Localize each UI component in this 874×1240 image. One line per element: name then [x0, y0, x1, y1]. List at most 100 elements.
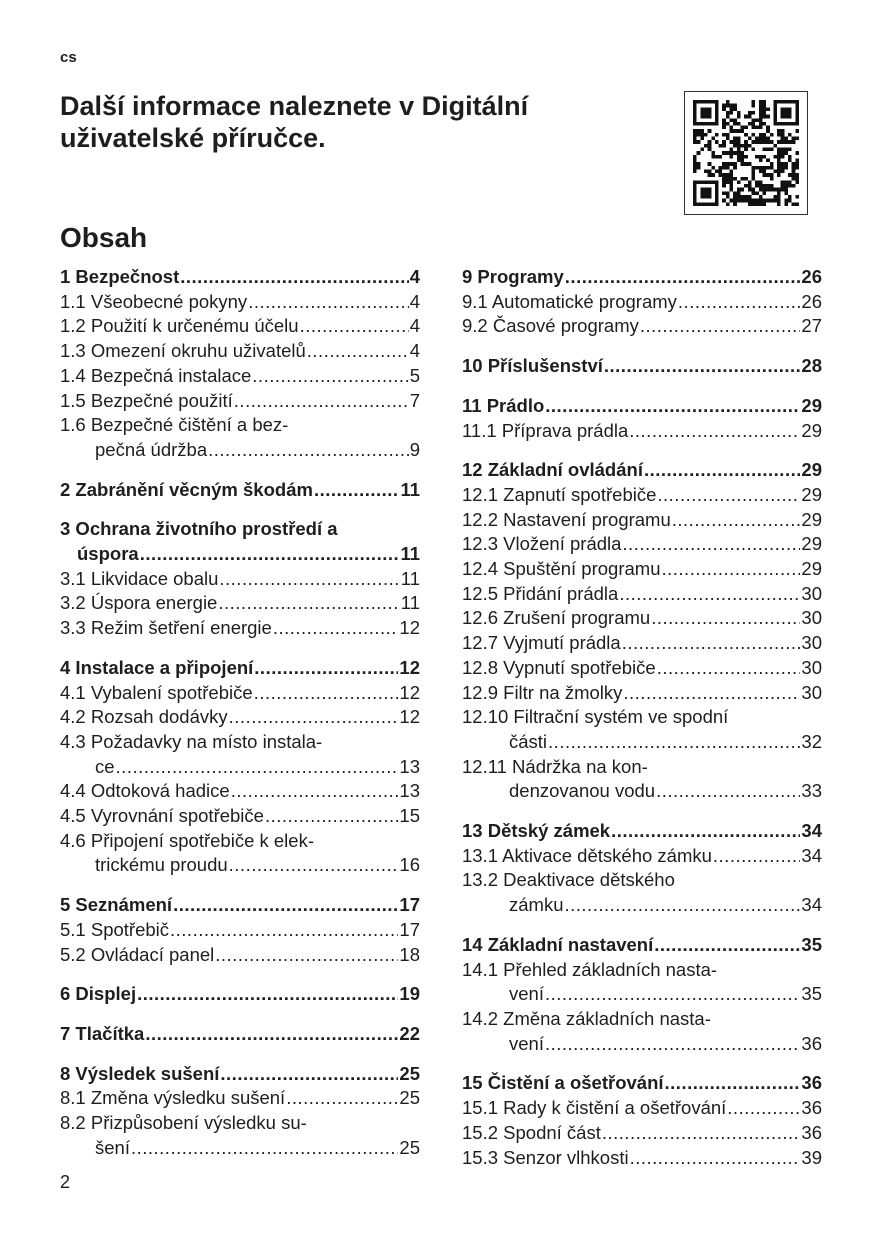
toc-entry[interactable]: 12.6 Zrušení programu 30: [462, 606, 822, 631]
toc-entry[interactable]: 12.9 Filtr na žmolky 30: [462, 681, 822, 706]
toc-entry[interactable]: 12.8 Vypnutí spotřebiče 30: [462, 656, 822, 681]
toc-entry-title: 12.9 Filtr na žmolky: [462, 681, 623, 703]
toc-page-number: 15: [399, 805, 420, 827]
toc-entry[interactable]: 9.1 Automatické programy 26: [462, 290, 822, 315]
toc-page-number: 27: [801, 315, 822, 337]
toc-entry[interactable]: 1.4 Bezpečná instalace 5: [60, 364, 420, 389]
toc-entry[interactable]: 12.11 Nádržka na kon-denzovanou vodu 33: [462, 755, 822, 804]
dot-leader: [131, 1136, 398, 1161]
toc-entry-title-continued: ce: [95, 755, 115, 777]
toc-page-number: 9: [409, 438, 420, 460]
toc-entry[interactable]: 3.2 Úspora energie 11: [60, 591, 420, 616]
toc-entry[interactable]: 13.2 Deaktivace dětského zámku 34: [462, 868, 822, 917]
toc-entry[interactable]: 11.1 Příprava prádla 29: [462, 419, 822, 444]
toc-entry[interactable]: 4.4 Odtoková hadice 13: [60, 779, 420, 804]
toc-line: části 32: [462, 730, 822, 755]
toc-entry[interactable]: 5 Seznámení 17: [60, 893, 420, 918]
toc-entry[interactable]: 1.1 Všeobecné pokyny 4: [60, 290, 420, 315]
toc-entry-title: 4.1 Vybalení spotřebiče: [60, 681, 253, 703]
dot-leader: [140, 542, 400, 567]
toc-entry[interactable]: 12.1 Zapnutí spotřebiče 29: [462, 483, 822, 508]
toc-entry[interactable]: 11 Prádlo 29: [462, 394, 822, 419]
toc-entry[interactable]: 3.3 Režim šetření energie 12: [60, 616, 420, 641]
toc-entry-title-continued: části: [509, 730, 548, 752]
toc-entry[interactable]: 12 Základní ovládání 29: [462, 458, 822, 483]
toc-entry[interactable]: 10 Příslušenství 28: [462, 354, 822, 379]
toc-entry-title: 12.11 Nádržka na kon-: [462, 755, 648, 777]
toc-line: 12 Základní ovládání 29: [462, 458, 822, 483]
toc-page-number: 26: [801, 290, 822, 312]
dot-leader: [273, 616, 399, 641]
toc-entry[interactable]: 3 Ochrana životního prostředí a úspora 11: [60, 517, 420, 566]
toc-entry-title: 1.3 Omezení okruhu uživatelů: [60, 340, 306, 362]
toc-entry[interactable]: 12.3 Vložení prádla 29: [462, 532, 822, 557]
toc-entry[interactable]: 8 Výsledek sušení 25: [60, 1062, 420, 1087]
language-code: cs: [60, 49, 77, 66]
toc-entry[interactable]: 1.6 Bezpečné čištění a bez-pečná údržba 9: [60, 413, 420, 462]
toc-entry[interactable]: 13.1 Aktivace dětského zámku 34: [462, 844, 822, 869]
toc-entry[interactable]: 13 Dětský zámek 34: [462, 819, 822, 844]
toc-section: 12 Základní ovládání2912.1 Zapnutí spotř…: [462, 458, 822, 804]
toc-entry[interactable]: 4.3 Požadavky na místo instala-ce 13: [60, 730, 420, 779]
dot-leader: [300, 314, 409, 339]
toc-line: 1.3 Omezení okruhu uživatelů 4: [60, 339, 420, 364]
toc-column-left: 1 Bezpečnost41.1 Všeobecné pokyny41.2 Po…: [60, 265, 420, 1176]
toc-entry[interactable]: 1 Bezpečnost 4: [60, 265, 420, 290]
toc-entry[interactable]: 15.2 Spodní část 36: [462, 1121, 822, 1146]
toc-line: 2 Zabránění věcným škodám 11: [60, 478, 420, 503]
toc-entry[interactable]: 3.1 Likvidace obalu 11: [60, 567, 420, 592]
toc-entry-title: 3 Ochrana životního prostředí a: [60, 518, 338, 540]
toc-entry-title: 4.5 Vyrovnání spotřebiče: [60, 805, 264, 827]
toc-line: 5 Seznámení 17: [60, 893, 420, 918]
toc-page-number: 29: [801, 558, 822, 580]
toc-entry[interactable]: 15 Čistění a ošetřování 36: [462, 1071, 822, 1096]
dot-leader: [565, 893, 801, 918]
toc-page-number: 30: [801, 656, 822, 678]
toc-entry-title: 3.1 Likvidace obalu: [60, 567, 219, 589]
toc-entry-title: 14 Základní nastavení: [462, 933, 654, 955]
toc-entry[interactable]: 8.1 Změna výsledku sušení 25: [60, 1086, 420, 1111]
dot-leader: [713, 844, 801, 869]
toc-entry[interactable]: 2 Zabránění věcným škodám 11: [60, 478, 420, 503]
toc-entry[interactable]: 7 Tlačítka 22: [60, 1022, 420, 1047]
toc-page-number: 34: [801, 894, 822, 916]
toc-entry[interactable]: 12.5 Přidání prádla 30: [462, 582, 822, 607]
toc-entry-title: 12.2 Nastavení programu: [462, 508, 671, 530]
toc-entry[interactable]: 4.6 Připojení spotřebiče k elek-trickému…: [60, 829, 420, 878]
toc-entry[interactable]: 9.2 Časové programy 27: [462, 314, 822, 339]
toc-entry[interactable]: 1.2 Použití k určenému účelu 4: [60, 314, 420, 339]
toc-entry[interactable]: 15.1 Rady k čistění a ošetřování 36: [462, 1096, 822, 1121]
toc-entry[interactable]: 12.7 Vyjmutí prádla 30: [462, 631, 822, 656]
toc-entry[interactable]: 15.3 Senzor vlhkosti 39: [462, 1146, 822, 1171]
toc-entry[interactable]: 1.3 Omezení okruhu uživatelů 4: [60, 339, 420, 364]
toc-entry[interactable]: 14.2 Změna základních nasta-vení 36: [462, 1007, 822, 1056]
toc-page-number: 29: [801, 508, 822, 530]
toc-line: 12.4 Spuštění programu 29: [462, 557, 822, 582]
toc-entry[interactable]: 4.2 Rozsah dodávky 12: [60, 705, 420, 730]
toc-line: 3.1 Likvidace obalu 11: [60, 567, 420, 592]
toc-entry-title: 12.7 Vyjmutí prádla: [462, 632, 621, 654]
toc-page-number: 18: [399, 943, 420, 965]
dot-leader: [727, 1096, 800, 1121]
toc-line: 12.6 Zrušení programu 30: [462, 606, 822, 631]
toc-page-number: 19: [399, 983, 420, 1005]
toc-entry[interactable]: 14.1 Přehled základních nasta-vení 35: [462, 958, 822, 1007]
toc-entry[interactable]: 4.5 Vyrovnání spotřebiče 15: [60, 804, 420, 829]
dot-leader: [180, 265, 408, 290]
dot-leader: [602, 1121, 801, 1146]
toc-entry[interactable]: 12.2 Nastavení programu 29: [462, 508, 822, 533]
toc-entry[interactable]: 4.1 Vybalení spotřebiče 12: [60, 681, 420, 706]
toc-entry[interactable]: 6 Displej 19: [60, 982, 420, 1007]
toc-entry[interactable]: 12.4 Spuštění programu 29: [462, 557, 822, 582]
toc-line: 1 Bezpečnost 4: [60, 265, 420, 290]
toc-entry[interactable]: 5.2 Ovládací panel 18: [60, 943, 420, 968]
toc-entry[interactable]: 4 Instalace a připojení 12: [60, 656, 420, 681]
toc-entry[interactable]: 1.5 Bezpečné použití 7: [60, 389, 420, 414]
toc-section: 1 Bezpečnost41.1 Všeobecné pokyny41.2 Po…: [60, 265, 420, 463]
toc-line: 12.5 Přidání prádla 30: [462, 582, 822, 607]
toc-entry[interactable]: 9 Programy 26: [462, 265, 822, 290]
toc-entry[interactable]: 14 Základní nastavení 35: [462, 933, 822, 958]
toc-entry[interactable]: 5.1 Spotřebič 17: [60, 918, 420, 943]
toc-entry[interactable]: 8.2 Přizpůsobení výsledku su-šení 25: [60, 1111, 420, 1160]
